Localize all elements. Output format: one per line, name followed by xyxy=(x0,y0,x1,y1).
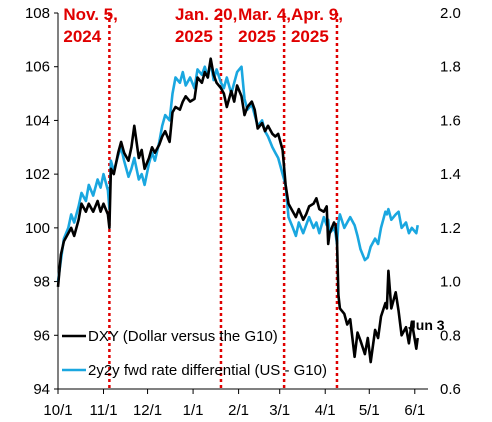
x-tick-label: 12/1 xyxy=(133,402,162,419)
y-left-tick-label: 108 xyxy=(25,5,50,22)
y-right-tick-label: 1.4 xyxy=(440,166,461,183)
x-tick-label: 4/1 xyxy=(315,402,336,419)
y-right-tick-label: 2.0 xyxy=(440,5,461,22)
y-left-tick-label: 96 xyxy=(33,327,50,344)
y-left-tick-label: 98 xyxy=(33,274,50,291)
event-label-line1: Jan. 20, xyxy=(175,5,237,24)
legend-label: DXY (Dollar versus the G10) xyxy=(88,328,278,345)
x-tick-label: 11/1 xyxy=(89,402,117,419)
x-tick-label: 10/1 xyxy=(43,402,72,419)
event-label-line1: Mar. 4, xyxy=(238,5,291,24)
x-tick-label: 1/1 xyxy=(183,402,204,419)
y-left-tick-label: 106 xyxy=(25,59,50,76)
x-tick-label: 6/1 xyxy=(404,402,425,419)
y-right-tick-label: 1.2 xyxy=(440,220,461,237)
y-right-tick-label: 1.8 xyxy=(440,59,461,76)
y-left-tick-label: 104 xyxy=(25,112,50,129)
x-tick-label: 3/1 xyxy=(269,402,290,419)
y-right-tick-label: 1.6 xyxy=(440,112,461,129)
event-label-line2: 2025 xyxy=(291,27,329,46)
legend-label: 2y2y fwd rate differential (US - G10) xyxy=(88,362,327,379)
end-annotation: Jun 3 xyxy=(408,317,445,333)
y-right-tick-label: 0.8 xyxy=(440,327,461,344)
event-label-line2: 2025 xyxy=(238,27,276,46)
x-tick-label: 2/1 xyxy=(228,402,249,419)
y-right-tick-label: 0.6 xyxy=(440,381,461,398)
x-tick-label: 5/1 xyxy=(359,402,380,419)
event-label-line2: 2025 xyxy=(175,27,213,46)
y-right-tick-label: 1.0 xyxy=(440,274,461,291)
event-label-line2: 2024 xyxy=(63,27,101,46)
y-left-tick-label: 94 xyxy=(33,381,50,398)
event-label-line1: Apr. 9, xyxy=(291,5,343,24)
y-left-tick-label: 100 xyxy=(25,220,50,237)
y-left-tick-label: 102 xyxy=(25,166,50,183)
series-line-dxy xyxy=(56,57,419,364)
event-label-line1: Nov. 5, xyxy=(63,5,117,24)
